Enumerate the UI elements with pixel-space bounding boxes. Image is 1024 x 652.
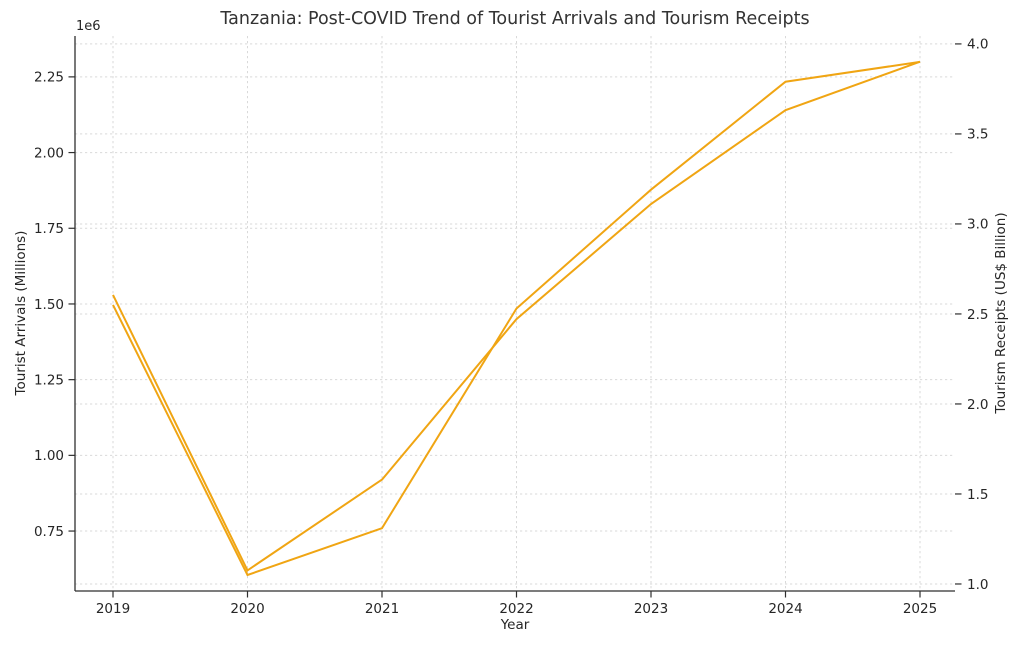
axis-offset-label: 1e6 — [76, 19, 101, 34]
x-tick-label-2021: 2021 — [365, 601, 399, 617]
left-tick-label-2.00: 2.00 — [34, 145, 64, 161]
x-tick-label-2023: 2023 — [634, 601, 668, 617]
x-tick-label-2020: 2020 — [230, 601, 264, 617]
x-tick-label-2022: 2022 — [499, 601, 533, 617]
left-tick-label-0.75: 0.75 — [34, 524, 64, 540]
right-tick-label-3.5: 3.5 — [967, 127, 988, 143]
x-tick-label-2024: 2024 — [768, 601, 802, 617]
right-tick-label-2.0: 2.0 — [967, 397, 988, 413]
series-line-tourist-arrivals — [112, 60, 921, 572]
right-tick-label-3.0: 3.0 — [967, 217, 988, 233]
right-tick-label-2.5: 2.5 — [967, 307, 988, 323]
left-tick-label-1.25: 1.25 — [34, 372, 64, 388]
left-tick-label-1.75: 1.75 — [34, 221, 64, 237]
chart-title: Tanzania: Post-COVID Trend of Tourist Ar… — [220, 9, 810, 29]
left-tick-label-2.25: 2.25 — [34, 70, 64, 86]
series-line-tourism-receipts — [112, 60, 921, 577]
right-tick-label-1.0: 1.0 — [967, 577, 988, 593]
x-tick-label-2025: 2025 — [903, 601, 937, 617]
left-tick-label-1.50: 1.50 — [34, 297, 64, 313]
right-tick-label-4.0: 4.0 — [967, 37, 988, 53]
right-tick-label-1.5: 1.5 — [967, 487, 988, 503]
x-axis-label: Year — [500, 617, 530, 633]
x-tick-label-2019: 2019 — [96, 601, 130, 617]
left-tick-label-1.00: 1.00 — [34, 448, 64, 464]
